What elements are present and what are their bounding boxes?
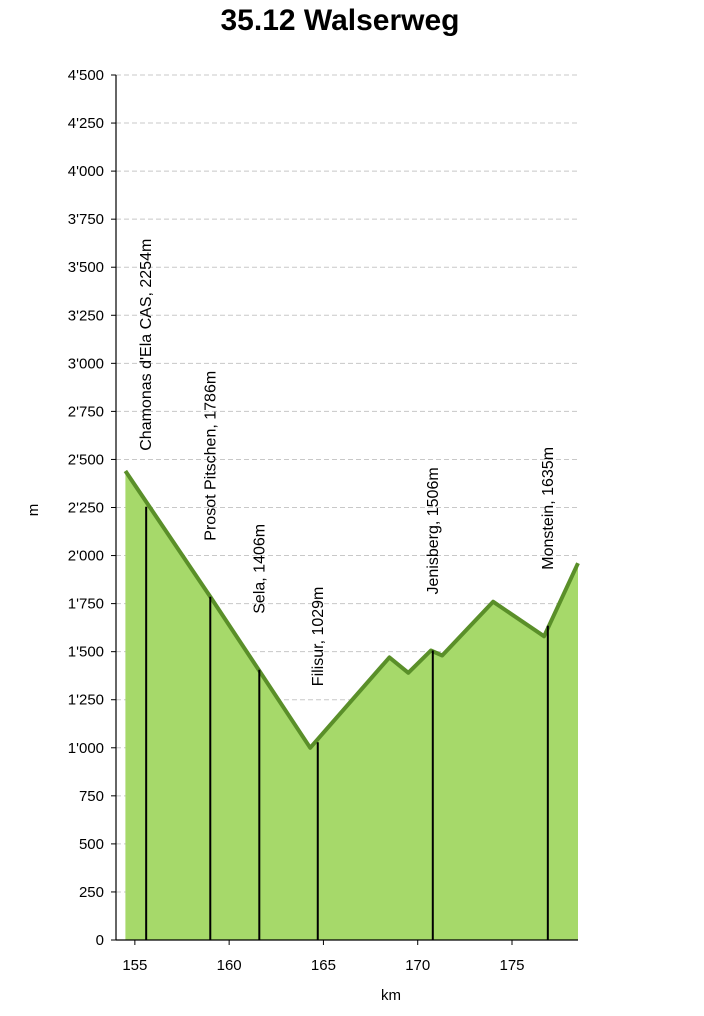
y-tick-label: 2'250: [68, 500, 104, 517]
x-tick-label: 155: [122, 957, 147, 974]
y-axis-label: m: [25, 504, 42, 517]
y-tick-label: 4'500: [68, 67, 104, 84]
y-tick-label: 4'000: [68, 163, 104, 180]
x-tick-label: 160: [217, 957, 242, 974]
y-tick-label: 2'500: [68, 451, 104, 468]
y-tick-label: 4'250: [68, 115, 104, 132]
waypoint-label: Jenisberg, 1506m: [425, 467, 442, 594]
x-tick-label: 165: [311, 957, 336, 974]
x-axis-label: km: [381, 987, 401, 1004]
y-tick-label: 3'000: [68, 355, 104, 372]
y-tick-label: 1'500: [68, 644, 104, 661]
y-tick-label: 500: [79, 836, 104, 853]
y-tick-label: 2'000: [68, 548, 104, 565]
y-tick-label: 1'000: [68, 740, 104, 757]
x-tick-label: 175: [499, 957, 524, 974]
waypoint-label: Filisur, 1029m: [310, 587, 327, 687]
y-tick-label: 3'750: [68, 211, 104, 228]
waypoint-label: Prosot Pitschen, 1786m: [202, 371, 219, 541]
elevation-area: [125, 471, 579, 940]
chart-title: 35.12 Walserweg: [220, 4, 460, 37]
y-tick-label: 3'500: [68, 259, 104, 276]
y-tick-label: 750: [79, 788, 104, 805]
waypoint-label: Sela, 1406m: [251, 524, 268, 614]
y-tick-label: 1'750: [68, 596, 104, 613]
axes: 0 250 500 750 1'000 1'250 1'500 1'750 2'000 2'250…: [68, 67, 578, 974]
y-tick-label: 3'250: [68, 307, 104, 324]
waypoint-label: Monstein, 1635m: [540, 447, 557, 570]
waypoint-label: Chamonas d'Ela CAS, 2254m: [138, 239, 155, 451]
y-tick-label: 0: [96, 932, 104, 949]
y-tick-label: 2'750: [68, 403, 104, 420]
waypoint-markers: Chamonas d'Ela CAS, 2254m Prosot Pitschen…: [138, 239, 557, 940]
x-tick-label: 170: [405, 957, 430, 974]
y-tick-label: 250: [79, 884, 104, 901]
y-tick-label: 1'250: [68, 692, 104, 709]
